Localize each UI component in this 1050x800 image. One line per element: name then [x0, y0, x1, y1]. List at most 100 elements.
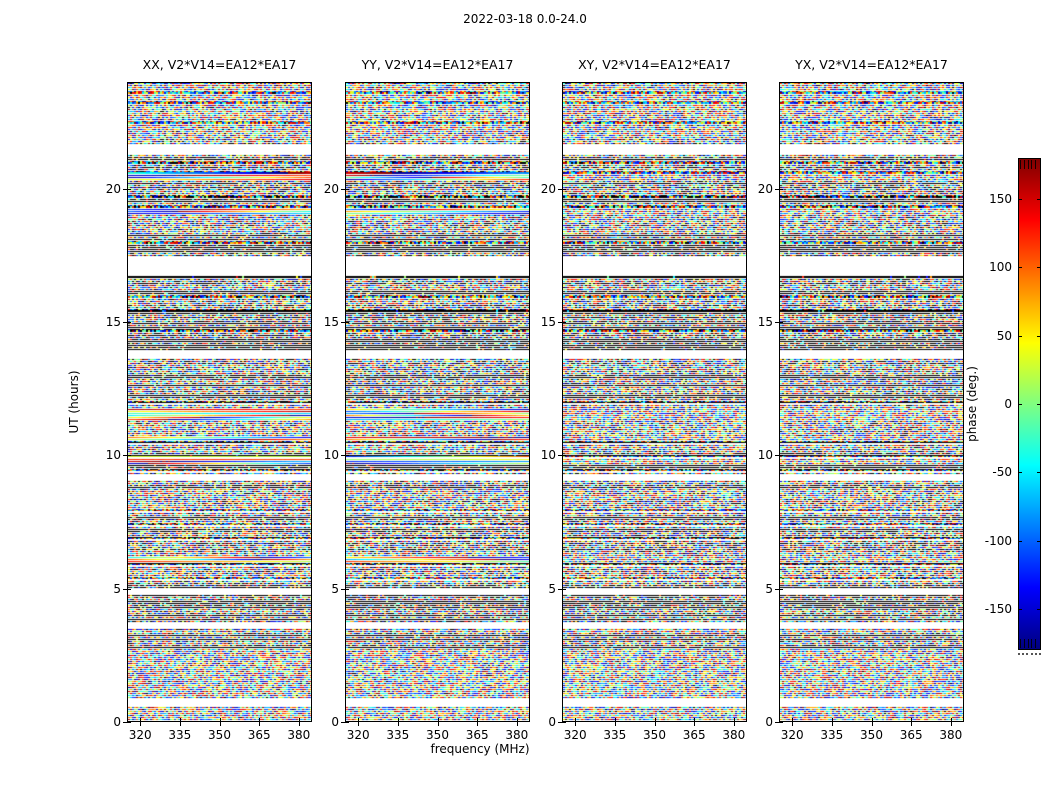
colorbar-tick-mark — [1018, 472, 1022, 474]
colorbar-tick-mark — [1037, 335, 1041, 337]
x-tick-mark-inner — [871, 718, 873, 722]
colorbar: 150 100 50 0 -50 -100 -150 — [985, 158, 1041, 650]
x-tick-mark-inner — [298, 718, 300, 722]
panel-title: XY, V2*V14=EA12*EA17 — [578, 57, 731, 72]
y-tick-mark — [123, 322, 127, 323]
y-tick-mark — [775, 722, 779, 723]
y-tick-mark — [775, 188, 779, 190]
y-tick-label: 20 — [105, 181, 121, 196]
x-tick-mark-inner — [792, 718, 794, 722]
y-tick-mark-inner — [779, 588, 783, 590]
colorbar-tick-label: -100 — [984, 533, 1012, 548]
x-tick-mark-inner — [831, 718, 833, 722]
y-tick-mark — [558, 722, 562, 723]
x-tick-mark — [477, 722, 479, 726]
y-tick-mark-inner — [127, 722, 131, 723]
y-tick-mark-inner — [127, 322, 131, 323]
y-tick-label: 5 — [331, 581, 339, 596]
x-tick-mark — [179, 722, 181, 726]
y-tick-label: 20 — [323, 181, 339, 196]
x-tick-mark-inner — [477, 718, 479, 722]
y-tick-label: 20 — [757, 181, 773, 196]
x-tick-mark — [614, 722, 616, 726]
y-axis-label: UT (hours) — [67, 370, 81, 434]
x-tick-label: 380 — [722, 728, 746, 742]
x-tick-mark-inner — [911, 718, 913, 722]
x-tick-label: 350 — [860, 728, 883, 742]
y-tick-mark-inner — [345, 455, 349, 457]
y-tick-mark-inner — [562, 722, 566, 723]
x-tick-mark-inner — [219, 718, 221, 722]
colorbar-tick-mark — [1037, 472, 1041, 474]
x-tick-mark-inner — [397, 718, 399, 722]
x-tick-mark — [397, 722, 399, 726]
colorbar-tick-mark — [1018, 609, 1022, 610]
colorbar-tick-label: -50 — [992, 465, 1012, 480]
x-tick-label: 320 — [780, 728, 804, 742]
colorbar-tick-mark — [1037, 267, 1041, 269]
x-tick-mark-inner — [437, 718, 439, 722]
y-tick-mark-inner — [127, 588, 131, 590]
y-tick-mark — [123, 188, 127, 190]
x-tick-label: 365 — [465, 728, 489, 742]
plot-panel-xx: XX, V2*V14=EA12*EA17 0 5 10 15 20 320 335 350 365… — [106, 58, 312, 741]
x-tick-label: 350 — [643, 728, 666, 742]
y-tick-label: 0 — [765, 715, 773, 729]
panel-title: XX, V2*V14=EA12*EA17 — [142, 57, 297, 72]
x-tick-mark — [871, 722, 873, 726]
x-tick-mark-inner — [516, 718, 518, 722]
colorbar-extend-top — [1020, 160, 1039, 169]
x-tick-label: 335 — [603, 728, 627, 742]
panel-axes-frame — [345, 82, 530, 722]
x-tick-mark — [516, 722, 518, 726]
x-tick-mark — [831, 722, 833, 726]
x-tick-mark — [654, 722, 656, 726]
x-tick-mark-inner — [694, 718, 696, 722]
y-tick-label: 0 — [548, 715, 556, 729]
x-tick-label: 335 — [820, 728, 844, 742]
y-tick-mark-inner — [562, 588, 566, 590]
y-tick-label: 15 — [757, 315, 773, 329]
x-tick-mark — [694, 722, 696, 726]
y-tick-mark — [123, 455, 127, 457]
colorbar-label: phase (deg.) — [965, 366, 979, 442]
colorbar-tick-mark — [1037, 199, 1041, 200]
waterfall-image — [128, 83, 311, 721]
y-tick-mark — [775, 322, 779, 323]
y-tick-label: 15 — [105, 315, 121, 329]
x-tick-label: 320 — [128, 728, 152, 742]
x-tick-mark-inner — [140, 718, 142, 722]
x-tick-mark — [437, 722, 439, 726]
x-axis-label: frequency (MHz) — [430, 742, 530, 756]
x-tick-mark — [733, 722, 735, 726]
panel-axes-frame — [562, 82, 747, 722]
x-tick-label: 365 — [682, 728, 706, 742]
waterfall-image — [780, 83, 963, 721]
y-tick-label: 15 — [540, 315, 556, 329]
x-tick-mark — [792, 722, 794, 726]
y-tick-label: 5 — [765, 581, 773, 596]
y-tick-mark-inner — [345, 722, 349, 723]
y-tick-mark — [123, 722, 127, 723]
y-tick-mark-inner — [345, 188, 349, 190]
panel-axes-frame — [779, 82, 964, 722]
x-tick-mark-inner — [733, 718, 735, 722]
x-tick-mark-inner — [259, 718, 261, 722]
y-tick-mark-inner — [779, 722, 783, 723]
x-tick-mark — [950, 722, 952, 726]
colorbar-gradient — [1019, 159, 1040, 649]
y-tick-mark — [558, 322, 562, 323]
plot-panel-yx: YX, V2*V14=EA12*EA17 0 5 10 15 20 320 335 350 365… — [758, 58, 964, 741]
x-tick-mark — [219, 722, 221, 726]
colorbar-tick-mark — [1037, 609, 1041, 610]
x-tick-mark-inner — [614, 718, 616, 722]
x-tick-label: 350 — [208, 728, 231, 742]
x-tick-label: 320 — [563, 728, 587, 742]
x-tick-mark — [575, 722, 577, 726]
colorbar-tick-mark — [1018, 404, 1022, 405]
x-tick-mark-inner — [950, 718, 952, 722]
plot-panel-yy: YY, V2*V14=EA12*EA17 0 5 10 15 20 320 335 350 365… — [324, 58, 530, 741]
colorbar-tick-mark — [1018, 540, 1022, 542]
colorbar-tick-mark — [1018, 199, 1022, 200]
